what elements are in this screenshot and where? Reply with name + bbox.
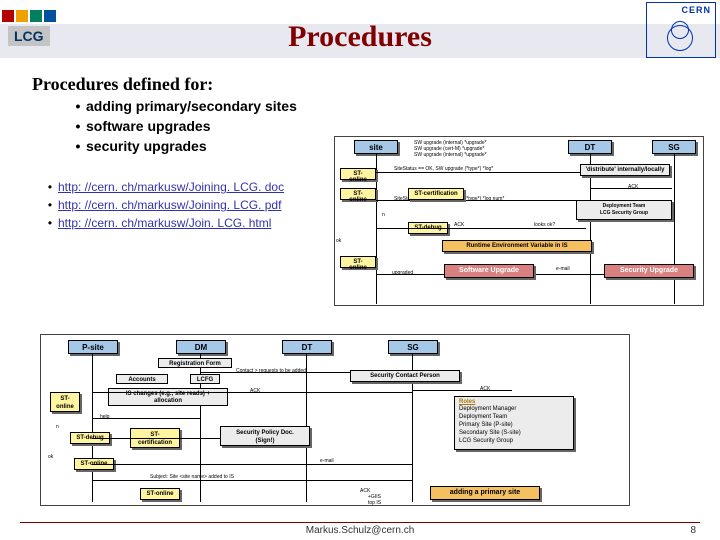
sec-policy-box: Security Policy Doc. (Sign!): [220, 426, 310, 446]
adding-site-title: adding a primary site: [430, 486, 540, 500]
ok-label: ok: [336, 238, 341, 244]
diagram-upgrade: site DT SG SW upgrade (internal) *upgrad…: [334, 140, 704, 320]
cern-logo: CERN: [646, 2, 716, 58]
bullet-text: software upgrades: [86, 118, 210, 134]
lcfg-box: LCFG: [190, 374, 220, 384]
security-upgrade-title: Security Upgrade: [604, 264, 694, 278]
footer-author: Markus.Schulz@cern.ch: [0, 525, 720, 536]
accounts-box: Accounts: [116, 374, 168, 384]
page-number: 8: [690, 525, 696, 536]
bullet-item: •security upgrades: [70, 138, 207, 154]
dt-sg-label: Deployment Team LCG Security Group: [576, 200, 672, 220]
lane-sg: SG: [388, 340, 438, 354]
cern-text: CERN: [647, 3, 715, 15]
reg-form-box: Registration Form: [158, 358, 232, 368]
lcg-text: LCG: [8, 26, 50, 46]
footer: Markus.Schulz@cern.ch: [0, 522, 720, 536]
st-online-box: ST-online: [140, 488, 180, 500]
sw-upgrade-note: SW upgrade (internal) *upgrade* SW upgra…: [414, 140, 564, 158]
roles-box: Roles Deployment Manager Deployment Team…: [454, 396, 574, 450]
diagram-frame: [334, 136, 704, 306]
is-changes-box: IS changes (e.g., site reads) + allocati…: [108, 388, 228, 406]
ack-text: ACK: [628, 184, 638, 190]
ack-text: ACK: [250, 388, 260, 394]
sec-contact-box: Security Contact Person: [350, 370, 460, 382]
software-upgrade-title: Software Upgrade: [444, 264, 534, 278]
link[interactable]: http: //cern. ch/markusw/Join. LCG. html: [58, 216, 271, 230]
runtime-env-box: Runtime Environment Variable in IS: [442, 240, 592, 252]
ack-text: ACK: [480, 386, 490, 392]
lcg-logo: LCG: [2, 6, 62, 58]
link[interactable]: http: //cern. ch/markusw/Joining. LCG. p…: [58, 198, 281, 212]
roles-list: Deployment Manager Deployment Team Prima…: [459, 405, 569, 445]
nok-label: n: [382, 212, 385, 218]
bullet-item: •adding primary/secondary sites: [70, 98, 297, 114]
bullet-text: security upgrades: [86, 138, 207, 154]
link-item: •http: //cern. ch/markusw/Joining. LCG. …: [42, 180, 284, 194]
bullet-item: •software upgrades: [70, 118, 210, 134]
st-online-box: ST-online: [340, 168, 376, 180]
nok-label: n: [56, 424, 59, 430]
st-online-box: ST-online: [340, 188, 376, 200]
contact-text: Contact > requests to be added: [236, 368, 306, 374]
st-certification-box: ST-certification: [408, 188, 464, 200]
link-item: •http: //cern. ch/markusw/Join. LCG. htm…: [42, 216, 271, 230]
link[interactable]: http: //cern. ch/markusw/Joining. LCG. d…: [58, 180, 284, 194]
page-title: Procedures: [0, 20, 720, 54]
upgraded-label: upgraded: [392, 270, 413, 276]
st-online-box: ST-online: [340, 256, 376, 268]
bullet-text: adding primary/secondary sites: [86, 98, 297, 114]
diagram-addsite: P-site DM DT SG Registration Form Contac…: [40, 338, 630, 508]
email-label: e-mail: [556, 266, 570, 272]
lane-psite: P-site: [68, 340, 118, 354]
link-item: •http: //cern. ch/markusw/Joining. LCG. …: [42, 198, 281, 212]
help-text: help: [100, 414, 109, 420]
distribute-box: 'distribute' internally/locally: [580, 164, 670, 176]
lane-dm: DM: [176, 340, 226, 354]
ok-label: ok: [48, 454, 53, 460]
st-online-box: ST- online: [50, 392, 80, 412]
section-heading: Procedures defined for:: [32, 74, 213, 95]
giis-text: +GIIS top IS: [368, 494, 381, 506]
lane-dt: DT: [282, 340, 332, 354]
